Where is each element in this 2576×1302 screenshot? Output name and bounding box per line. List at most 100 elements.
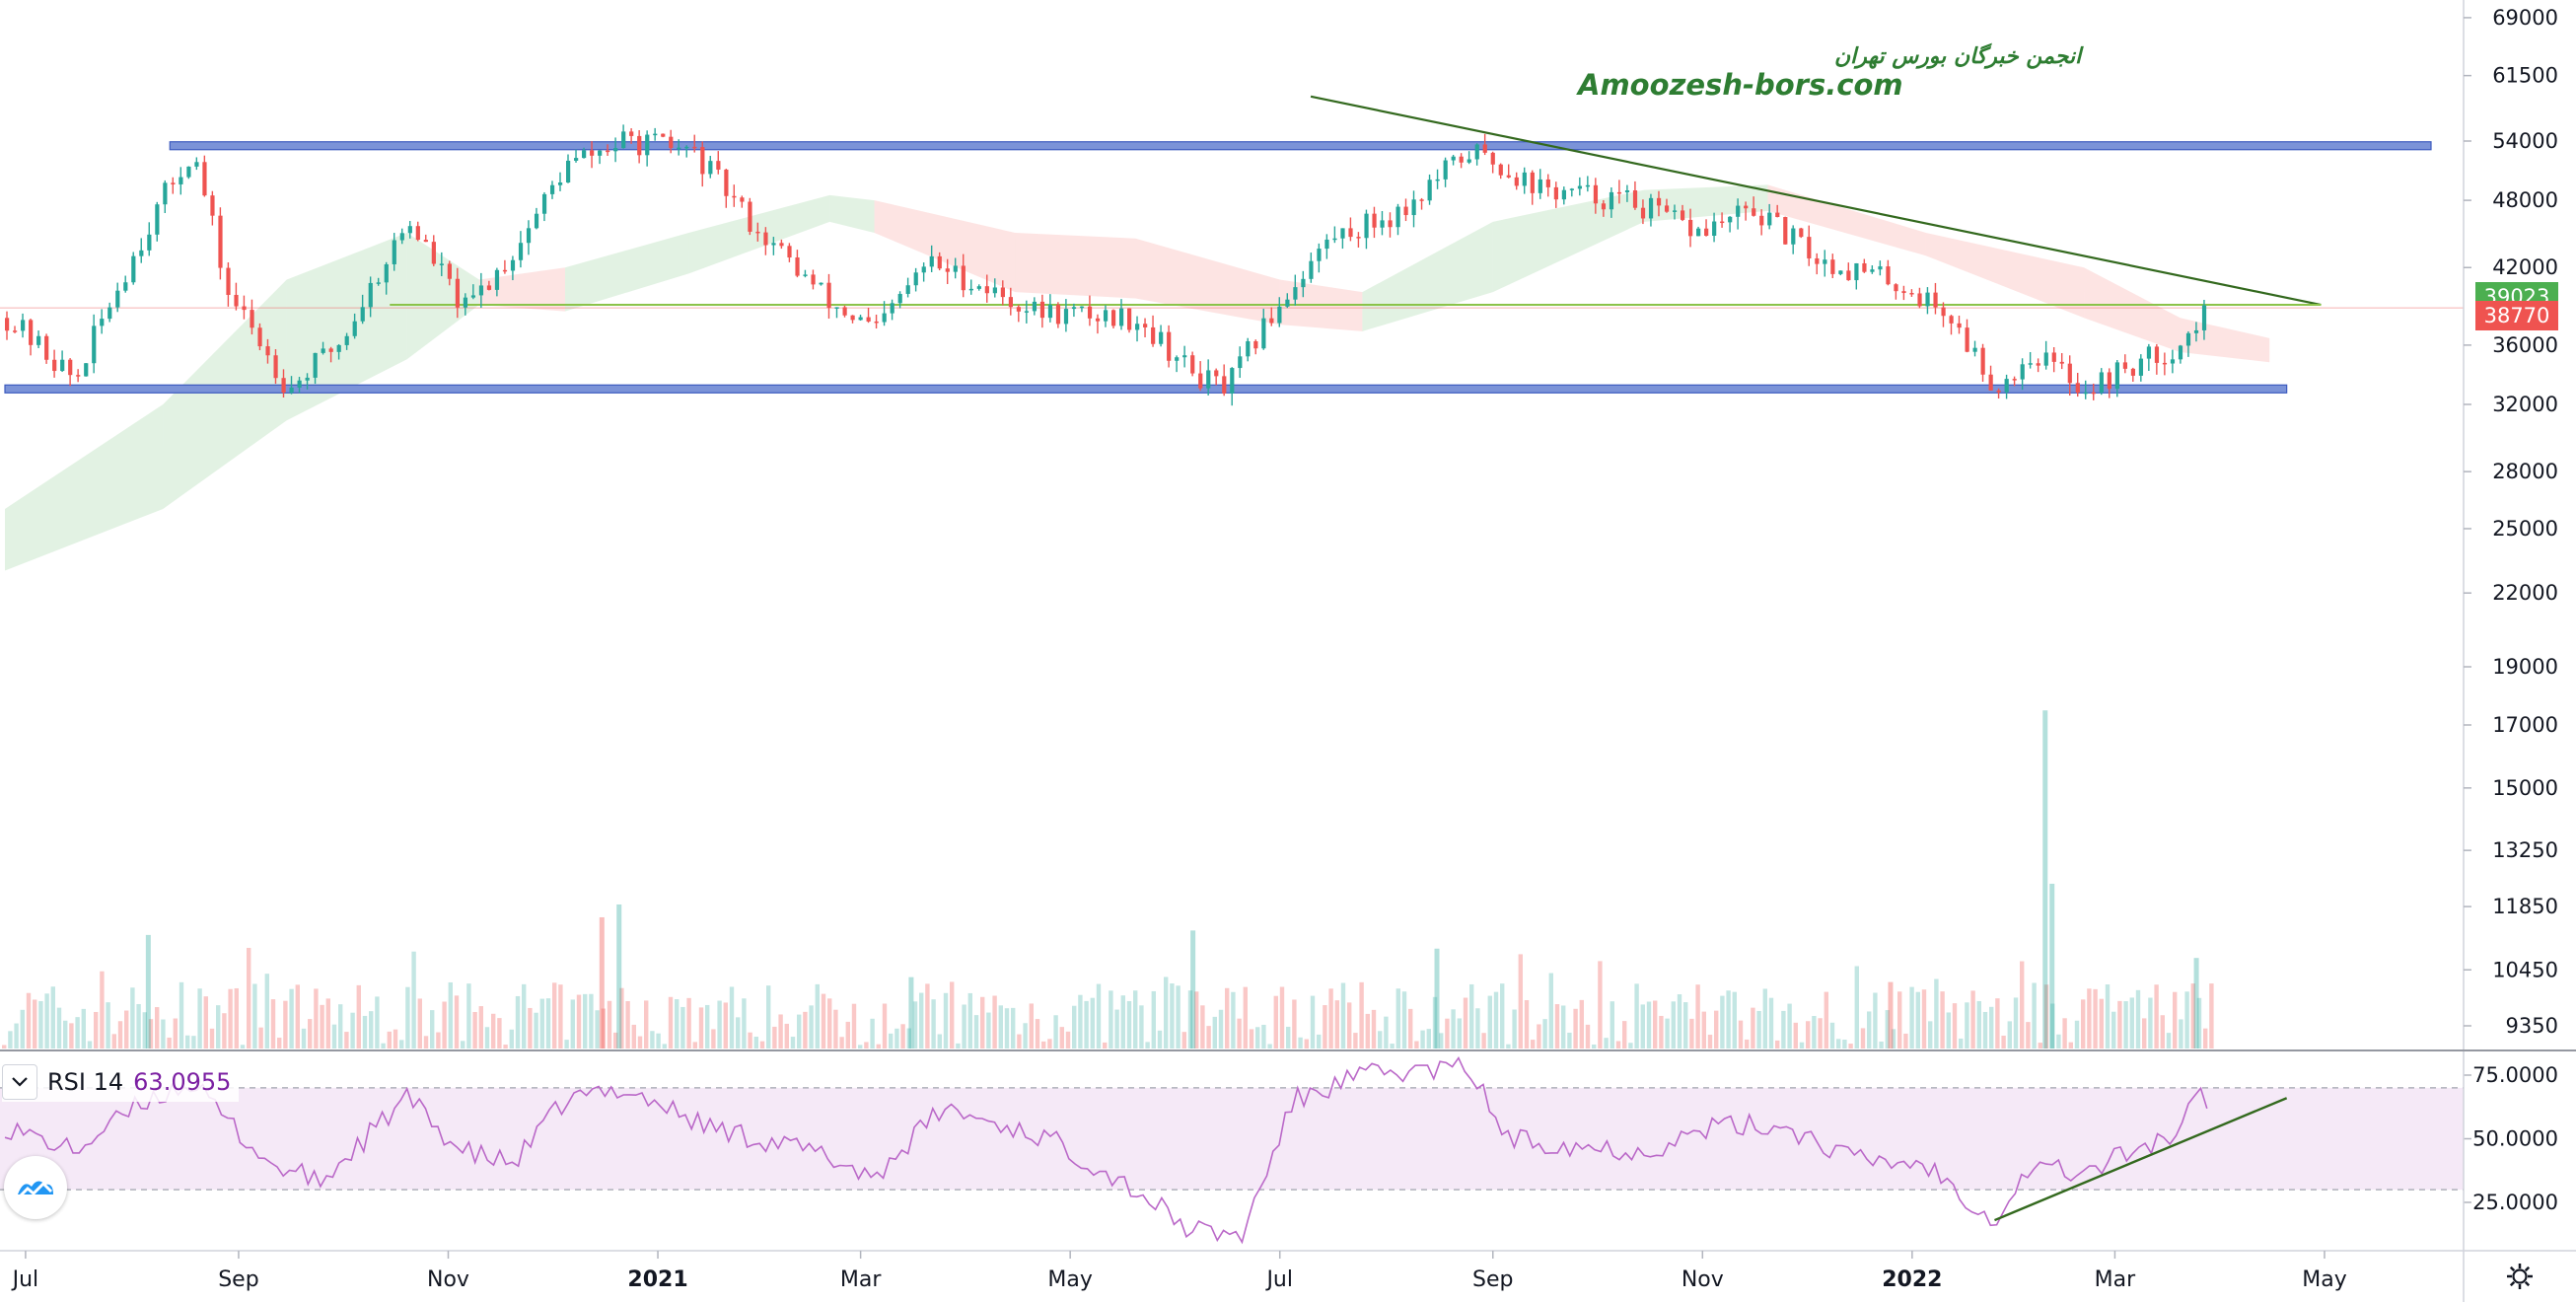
candle [1823, 250, 1827, 277]
volume-bar [1976, 1000, 1981, 1049]
candle [1752, 196, 1756, 217]
candle [431, 235, 436, 266]
volume-bar [766, 985, 771, 1049]
volume-bar [87, 1041, 93, 1049]
volume-bar [534, 1012, 538, 1049]
volume-bar [1628, 1043, 1633, 1049]
volume-bar [56, 1007, 62, 1049]
volume-bar [631, 1024, 636, 1049]
candle [1340, 228, 1345, 250]
volume-bar [839, 1037, 844, 1049]
candle [1332, 226, 1337, 244]
tradingview-logo[interactable] [4, 1156, 67, 1219]
rsi-name: RSI 14 [47, 1068, 124, 1096]
volume-spike [908, 976, 914, 1049]
candle [2067, 355, 2072, 396]
volume-bar [2062, 1018, 2067, 1049]
candle [2146, 343, 2152, 372]
volume-bar [1457, 1018, 1462, 1049]
volume-bar [264, 974, 269, 1049]
volume-bar [430, 1010, 435, 1049]
volume-bar [185, 1035, 190, 1049]
drawings[interactable] [0, 95, 2464, 394]
volume-bar [1732, 991, 1737, 1049]
volume-bar [1359, 981, 1364, 1049]
candle [1388, 212, 1393, 238]
candle [826, 273, 831, 320]
volume-bar [344, 1032, 349, 1049]
support-band[interactable] [4, 384, 2288, 394]
candle [115, 282, 120, 313]
settings-button[interactable] [2502, 1259, 2538, 1294]
volume-bar [1401, 991, 1407, 1049]
volume-bar [191, 1036, 196, 1049]
candle [858, 315, 863, 322]
volume-bar [173, 1018, 178, 1049]
candle [905, 277, 910, 298]
volume-bar [1891, 1029, 1896, 1049]
candle [1032, 297, 1038, 316]
rsi-trendline[interactable] [1994, 1097, 2288, 1222]
resistance-band[interactable] [169, 141, 2432, 151]
volume-bar [1451, 1009, 1456, 1049]
candle [1593, 178, 1599, 214]
candle [1506, 164, 1511, 179]
volume-bar [167, 1037, 172, 1049]
volume-bar [515, 995, 521, 1049]
volume-bar [1634, 983, 1639, 1049]
candle [1656, 190, 1662, 217]
candle [13, 326, 18, 333]
volume-bar [308, 1019, 313, 1049]
candle [795, 250, 800, 278]
candle [929, 245, 934, 272]
volume-bar [1194, 991, 1199, 1049]
volume-bar [637, 1036, 643, 1049]
volume-bar [1518, 954, 1523, 1049]
volume-bar [1903, 1033, 1908, 1049]
volume-bar [216, 1005, 221, 1049]
candle [1230, 367, 1235, 406]
candle [1522, 167, 1527, 194]
candle [1095, 314, 1101, 334]
volume-bar [583, 993, 588, 1049]
candle [1277, 297, 1282, 327]
volume-bar [1806, 1021, 1811, 1049]
candle [1087, 295, 1093, 326]
volume-bar [1965, 1002, 1969, 1049]
candle [850, 315, 855, 324]
price-trendline[interactable] [1310, 95, 2322, 307]
volume-bar [607, 1000, 612, 1049]
volume-bar [943, 992, 949, 1049]
rsi-pane[interactable]: 75.0000 50.0000 25.0000 [0, 1056, 2558, 1245]
volume-bar [111, 1034, 116, 1049]
volume-bar [1328, 988, 1333, 1049]
candle [945, 258, 950, 285]
candle [439, 252, 444, 276]
volume-bar [906, 1028, 911, 1049]
price-tick-label: 48000 [2492, 188, 2558, 212]
price-tick-label: 42000 [2492, 255, 2558, 279]
price-tick-label: 13250 [2492, 838, 2558, 862]
collapse-button[interactable] [2, 1064, 37, 1100]
volume-bar [729, 986, 735, 1049]
candle [1744, 201, 1749, 221]
volume-bar [142, 1012, 147, 1049]
volume-bar [1714, 1010, 1719, 1049]
candle [819, 282, 823, 286]
volume-bar [753, 1037, 758, 1049]
candle [44, 333, 49, 364]
candle [336, 343, 341, 360]
candle [1151, 315, 1156, 347]
volume-bar [821, 993, 826, 1049]
volume-bar [1481, 1033, 1486, 1049]
candle [265, 338, 270, 364]
volume-bar [1304, 1039, 1309, 1049]
volume-bar [283, 1000, 288, 1049]
volume-spike [2042, 710, 2048, 1049]
volume-bar [1756, 1010, 1761, 1049]
candle [1182, 345, 1187, 368]
volume-bar [63, 1020, 68, 1049]
candle [455, 267, 461, 319]
volume-bar [803, 1011, 808, 1049]
